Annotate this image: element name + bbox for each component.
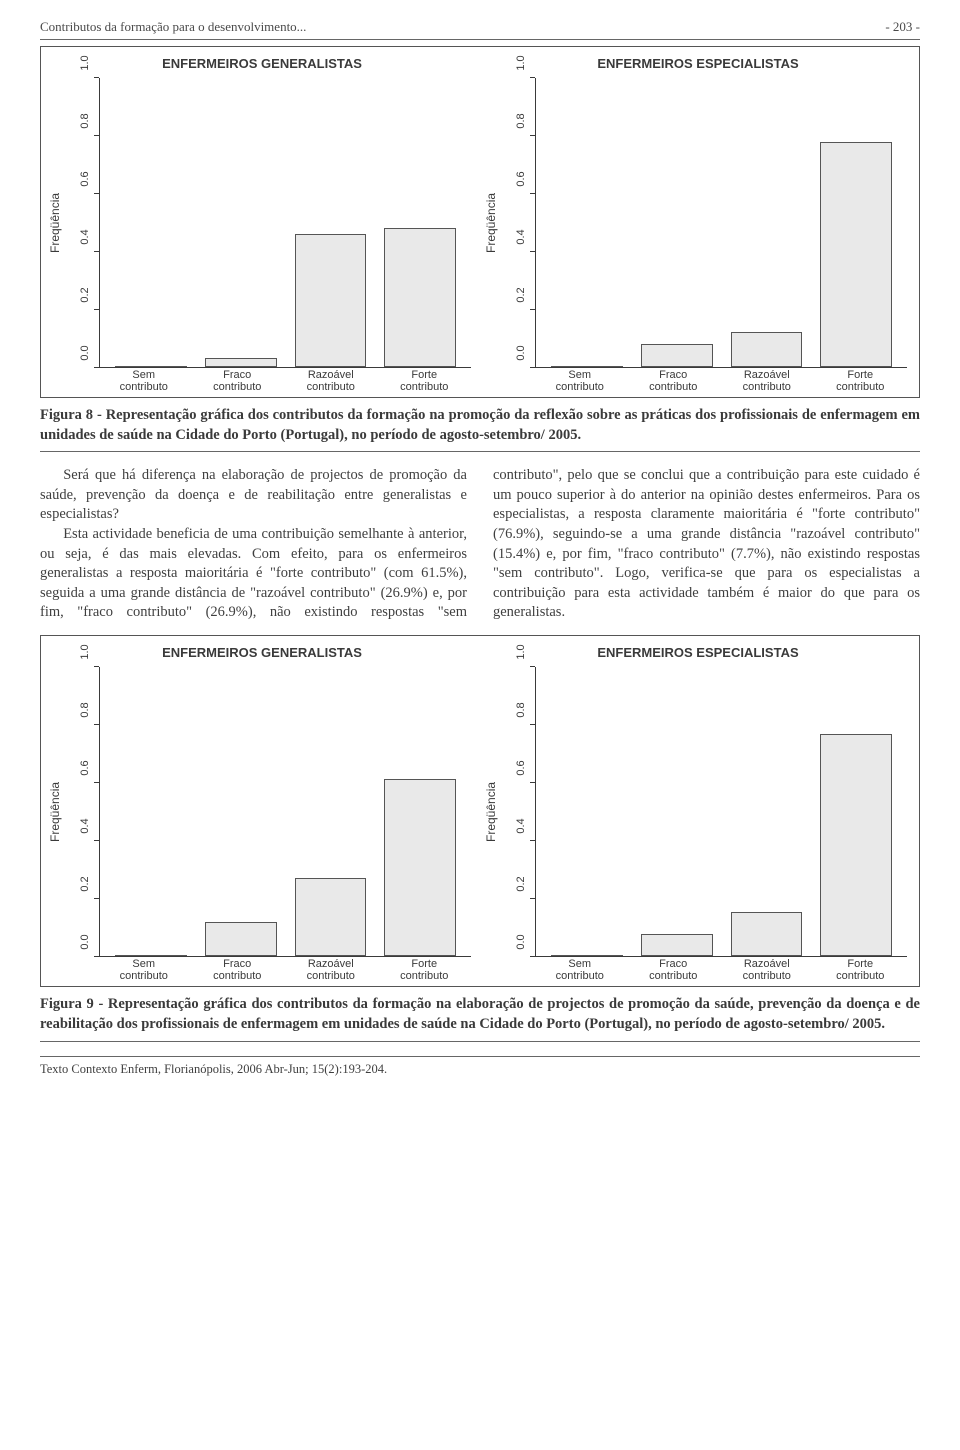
y-tick-label: 1.0 <box>78 644 93 659</box>
plot-area <box>535 667 907 957</box>
y-tick-label: 0.4 <box>514 229 529 244</box>
x-tick-label: Fortecontributo <box>819 959 901 982</box>
y-tick-label: 0.4 <box>514 818 529 833</box>
y-axis: 0.00.20.40.60.81.0 <box>65 667 99 957</box>
y-tick-label: 1.0 <box>514 644 529 659</box>
figure-8-caption: Figura 8 - Representação gráfica dos con… <box>40 406 920 452</box>
figure-8-right-chart: ENFERMEIROS ESPECIALISTAS Freqüência 0.0… <box>481 51 915 398</box>
bar <box>384 779 456 957</box>
x-tick-label: Semcontributo <box>539 370 621 393</box>
y-tick-label: 0.2 <box>78 287 93 302</box>
y-tick-label: 0.8 <box>514 113 529 128</box>
y-axis-label: Freqüência <box>481 78 501 368</box>
x-tick-label: Razoávelcontributo <box>290 370 372 393</box>
bar <box>295 878 367 956</box>
y-tick-label: 1.0 <box>78 55 93 70</box>
y-axis: 0.00.20.40.60.81.0 <box>65 78 99 368</box>
x-tick-label: Fracocontributo <box>196 370 278 393</box>
figure-9-right-chart: ENFERMEIROS ESPECIALISTAS Freqüência 0.0… <box>481 640 915 987</box>
x-tick-label: Fracocontributo <box>632 370 714 393</box>
x-tick-label: Semcontributo <box>103 959 185 982</box>
bar <box>820 142 892 367</box>
bar <box>820 734 892 956</box>
y-tick-label: 0.8 <box>78 113 93 128</box>
y-tick-label: 0.0 <box>78 934 93 949</box>
x-tick-label: Fortecontributo <box>819 370 901 393</box>
chart-title: ENFERMEIROS GENERALISTAS <box>45 644 479 662</box>
y-tick-label: 0.8 <box>78 702 93 717</box>
y-axis-label: Freqüência <box>45 667 65 957</box>
y-tick-label: 1.0 <box>514 55 529 70</box>
figure-9-panel: ENFERMEIROS GENERALISTAS Freqüência 0.0 0… <box>40 635 920 988</box>
bar <box>641 344 713 367</box>
y-tick-label: 0.2 <box>514 876 529 891</box>
x-axis: Semcontributo Fracocontributo Razoávelcont… <box>45 368 479 397</box>
chart-title: ENFERMEIROS ESPECIALISTAS <box>481 55 915 73</box>
plot-area <box>535 78 907 368</box>
chart-title: ENFERMEIROS GENERALISTAS <box>45 55 479 73</box>
x-tick-label: Razoávelcontributo <box>726 370 808 393</box>
bar <box>384 228 456 367</box>
bar <box>551 955 623 956</box>
bar <box>551 366 623 367</box>
running-title: Contributos da formação para o desenvolv… <box>40 18 306 36</box>
x-axis: Semcontributo Fracocontributo Razoávelcont… <box>481 368 915 397</box>
y-tick-label: 0.0 <box>514 345 529 360</box>
figure-8-panel: ENFERMEIROS GENERALISTAS Freqüência 0.0 0… <box>40 46 920 399</box>
bar <box>731 912 803 957</box>
y-axis-label: Freqüência <box>481 667 501 957</box>
y-tick-label: 0.2 <box>514 287 529 302</box>
y-axis: 0.00.20.40.60.81.0 <box>501 78 535 368</box>
x-tick-label: Razoávelcontributo <box>290 959 372 982</box>
y-tick-label: 0.6 <box>514 171 529 186</box>
bar <box>205 358 277 367</box>
body-text: Será que há diferença na elaboração de p… <box>40 466 920 623</box>
x-axis: Semcontributo Fracocontributo Razoávelcont… <box>45 957 479 986</box>
chart-title: ENFERMEIROS ESPECIALISTAS <box>481 644 915 662</box>
figure-9-left-chart: ENFERMEIROS GENERALISTAS Freqüência 0.0 0… <box>45 640 479 987</box>
y-axis: 0.00.20.40.60.81.0 <box>501 667 535 957</box>
y-tick-label: 0.0 <box>78 345 93 360</box>
y-tick-label: 0.2 <box>78 876 93 891</box>
bar <box>295 234 367 367</box>
footer-citation: Texto Contexto Enferm, Florianópolis, 20… <box>40 1056 920 1078</box>
x-axis: Semcontributo Fracocontributo Razoávelcont… <box>481 957 915 986</box>
y-tick-label: 0.6 <box>514 760 529 775</box>
y-tick-label: 0.6 <box>78 760 93 775</box>
y-tick-label: 0.0 <box>514 934 529 949</box>
x-tick-label: Fortecontributo <box>383 370 465 393</box>
figure-9-caption: Figura 9 - Representação gráfica dos con… <box>40 995 920 1041</box>
bar <box>731 332 803 367</box>
bar <box>205 922 277 957</box>
x-tick-label: Semcontributo <box>103 370 185 393</box>
y-tick-label: 0.6 <box>78 171 93 186</box>
y-tick-label: 0.4 <box>78 818 93 833</box>
page-header: Contributos da formação para o desenvolv… <box>40 18 920 40</box>
bar <box>115 366 187 367</box>
plot-area <box>99 78 471 368</box>
plot-area <box>99 667 471 957</box>
y-axis-label: Freqüência <box>45 78 65 368</box>
bar <box>115 955 187 956</box>
y-tick-label: 0.4 <box>78 229 93 244</box>
x-tick-label: Fortecontributo <box>383 959 465 982</box>
x-tick-label: Fracocontributo <box>632 959 714 982</box>
x-tick-label: Fracocontributo <box>196 959 278 982</box>
y-tick-label: 0.8 <box>514 702 529 717</box>
figure-8-left-chart: ENFERMEIROS GENERALISTAS Freqüência 0.0 0… <box>45 51 479 398</box>
paragraph: Será que há diferença na elaboração de p… <box>40 466 467 525</box>
x-tick-label: Razoávelcontributo <box>726 959 808 982</box>
page-number: - 203 - <box>885 18 920 36</box>
x-tick-label: Semcontributo <box>539 959 621 982</box>
bar <box>641 934 713 956</box>
